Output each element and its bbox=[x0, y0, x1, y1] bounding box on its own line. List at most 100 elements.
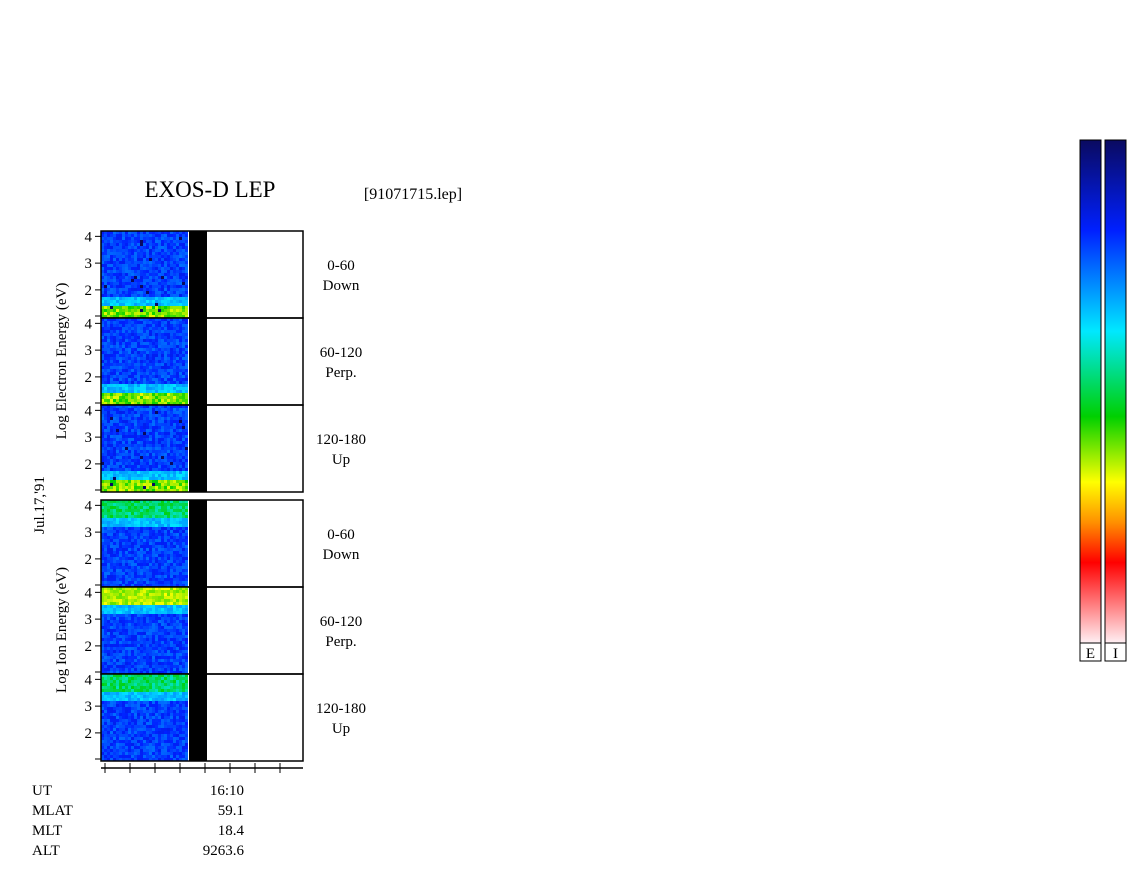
pixel bbox=[131, 417, 134, 420]
pixel bbox=[113, 692, 116, 695]
pixel bbox=[134, 683, 137, 686]
pixel bbox=[128, 713, 131, 716]
pixel bbox=[152, 725, 155, 728]
pixel bbox=[116, 680, 119, 683]
pixel bbox=[101, 572, 104, 575]
pixel bbox=[128, 680, 131, 683]
pixel bbox=[161, 593, 164, 596]
pixel bbox=[161, 384, 164, 387]
pixel bbox=[185, 300, 188, 303]
pixel bbox=[137, 291, 140, 294]
pixel bbox=[146, 351, 149, 354]
pixel bbox=[164, 468, 167, 471]
pixel bbox=[185, 602, 188, 605]
pixel bbox=[182, 261, 185, 264]
pixel bbox=[122, 417, 125, 420]
pixel bbox=[107, 533, 110, 536]
pixel bbox=[143, 393, 146, 396]
pixel bbox=[179, 372, 182, 375]
pixel bbox=[146, 725, 149, 728]
pixel bbox=[116, 462, 119, 465]
pixel bbox=[107, 423, 110, 426]
pixel bbox=[143, 252, 146, 255]
pixel bbox=[107, 755, 110, 758]
pixel bbox=[122, 587, 125, 590]
pixel bbox=[143, 315, 146, 318]
pixel bbox=[155, 333, 158, 336]
pixel bbox=[167, 689, 170, 692]
pixel bbox=[113, 728, 116, 731]
pixel bbox=[149, 345, 152, 348]
pixel bbox=[158, 258, 161, 261]
pixel bbox=[158, 551, 161, 554]
pixel bbox=[116, 372, 119, 375]
pixel bbox=[167, 548, 170, 551]
pixel bbox=[104, 429, 107, 432]
y-tick-label: 4 bbox=[85, 585, 93, 601]
pixel bbox=[110, 584, 113, 587]
pixel bbox=[143, 647, 146, 650]
pixel bbox=[185, 264, 188, 267]
pixel bbox=[116, 554, 119, 557]
pixel bbox=[104, 417, 107, 420]
pixel bbox=[167, 384, 170, 387]
direction-label: Up bbox=[332, 452, 350, 468]
pixel bbox=[179, 650, 182, 653]
pixel bbox=[131, 378, 134, 381]
pixel bbox=[134, 527, 137, 530]
pixel bbox=[185, 593, 188, 596]
pixel bbox=[104, 240, 107, 243]
pixel bbox=[107, 414, 110, 417]
pixel bbox=[131, 471, 134, 474]
pixel bbox=[173, 321, 176, 324]
pixel bbox=[119, 725, 122, 728]
pixel bbox=[122, 530, 125, 533]
pixel bbox=[179, 456, 182, 459]
pixel bbox=[122, 282, 125, 285]
pixel bbox=[140, 351, 143, 354]
pixel bbox=[119, 740, 122, 743]
pixel bbox=[110, 713, 113, 716]
pixel bbox=[131, 740, 134, 743]
pixel bbox=[101, 387, 104, 390]
pixel bbox=[161, 249, 164, 252]
pixel bbox=[173, 737, 176, 740]
pixel bbox=[185, 548, 188, 551]
pixel bbox=[185, 527, 188, 530]
pixel bbox=[155, 327, 158, 330]
pixel bbox=[140, 692, 143, 695]
pixel bbox=[116, 728, 119, 731]
pixel bbox=[101, 611, 104, 614]
pixel bbox=[125, 249, 128, 252]
pixel bbox=[149, 599, 152, 602]
pixel bbox=[140, 294, 143, 297]
pixel bbox=[104, 581, 107, 584]
pixel bbox=[173, 318, 176, 321]
pixel bbox=[101, 414, 104, 417]
pixel bbox=[128, 578, 131, 581]
pixel bbox=[161, 414, 164, 417]
pixel bbox=[143, 288, 146, 291]
pixel bbox=[149, 722, 152, 725]
pixel bbox=[173, 680, 176, 683]
pixel bbox=[131, 716, 134, 719]
pixel bbox=[158, 357, 161, 360]
pixel bbox=[119, 378, 122, 381]
pixel bbox=[182, 551, 185, 554]
pixel bbox=[131, 647, 134, 650]
pixel bbox=[146, 324, 149, 327]
pixel bbox=[110, 450, 113, 453]
pixel bbox=[101, 357, 104, 360]
pixel bbox=[176, 647, 179, 650]
pixel bbox=[131, 255, 134, 258]
pixel bbox=[158, 312, 161, 315]
pixel bbox=[143, 411, 146, 414]
pixel bbox=[122, 602, 125, 605]
pixel bbox=[149, 396, 152, 399]
pixel bbox=[185, 500, 188, 503]
pixel bbox=[170, 662, 173, 665]
pixel bbox=[125, 339, 128, 342]
pixel bbox=[101, 545, 104, 548]
pixel bbox=[101, 560, 104, 563]
pixel bbox=[182, 635, 185, 638]
